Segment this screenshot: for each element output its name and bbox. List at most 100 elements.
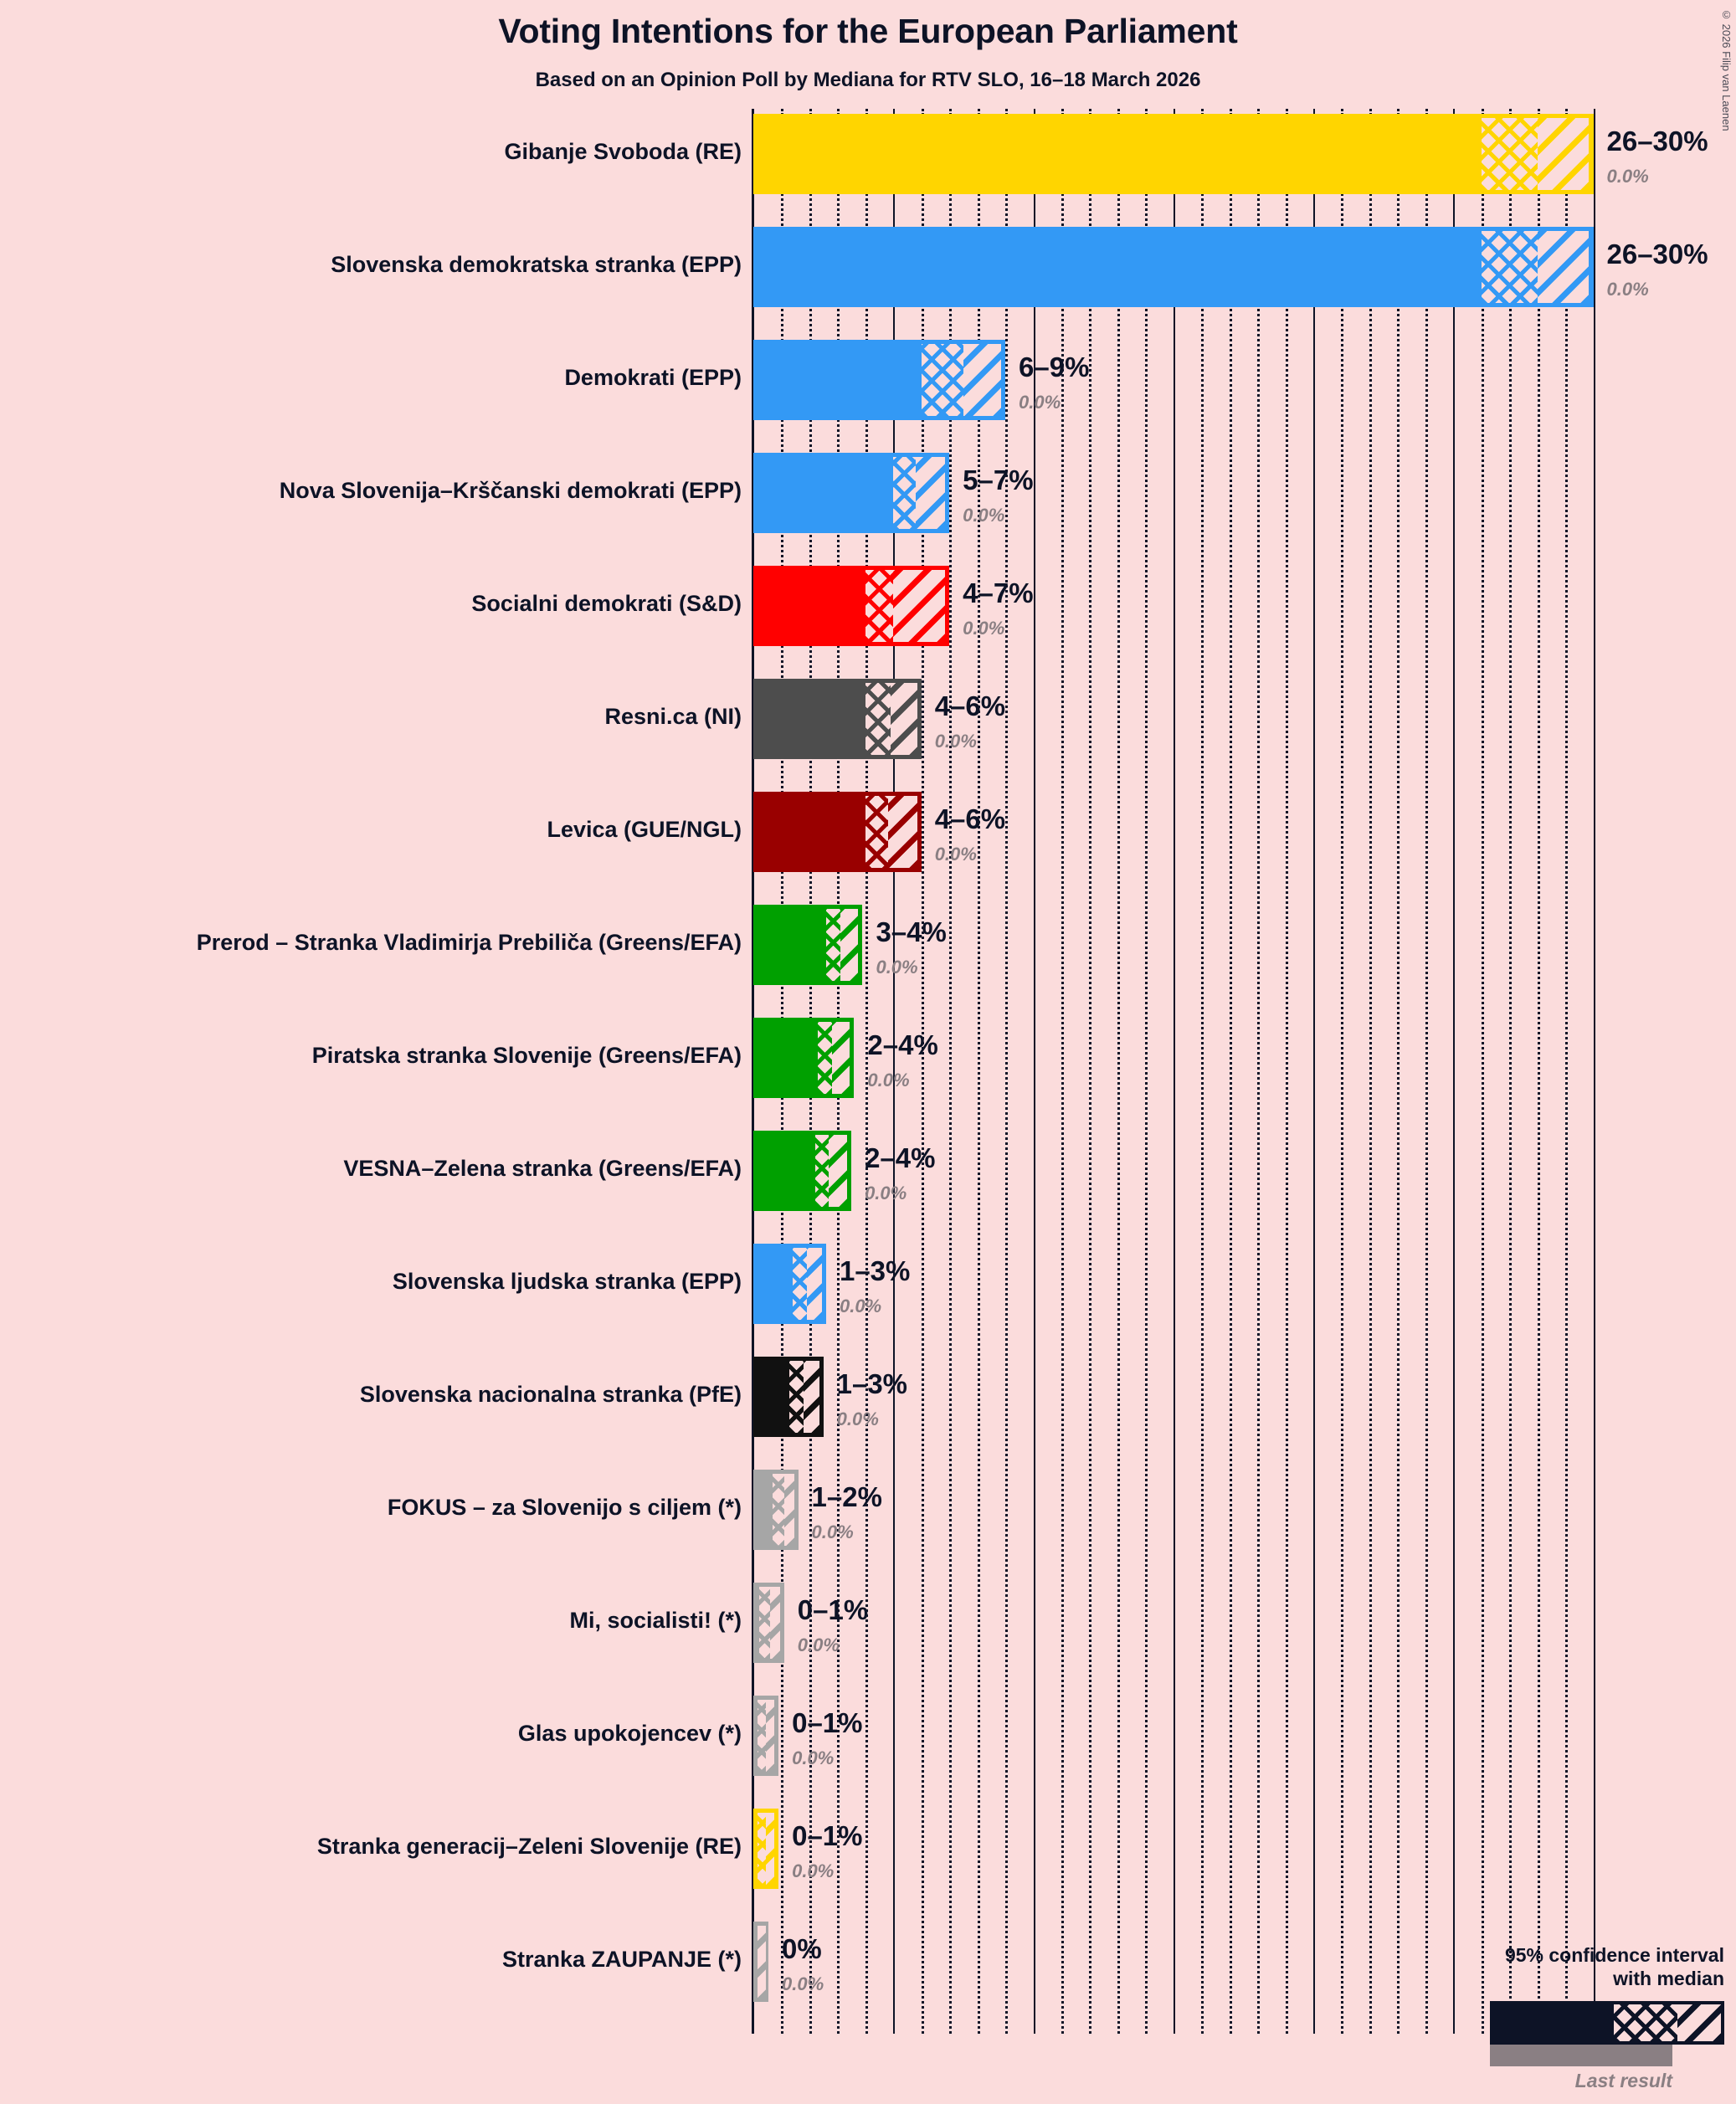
- bar-last-result-value: 0.0%: [792, 1747, 835, 1768]
- gridline-minor: [1005, 109, 1009, 2034]
- bar-hatch-segment: [829, 1135, 848, 1207]
- confidence-interval-bar: [753, 679, 922, 759]
- legend-hatch-segment: [1677, 2004, 1721, 2041]
- confidence-interval-bar: [753, 1357, 824, 1437]
- bar-hatch-segment: [890, 683, 917, 755]
- bar-last-result-value: 0.0%: [934, 844, 977, 865]
- bar-crosshatch-segment: [921, 344, 963, 416]
- bar-last-result-value: 0.0%: [934, 731, 977, 752]
- bar-crosshatch-segment: [1481, 231, 1538, 303]
- bar-hatch-segment: [840, 909, 859, 981]
- bar-row: Prerod – Stranka Vladimirja Prebiliča (G…: [197, 905, 1595, 985]
- plot-area: Gibanje Svoboda (RE) 26–30% 0.0% Slovenska …: [197, 109, 1708, 2034]
- gridline-major: [1593, 109, 1595, 2034]
- party-label: Slovenska demokratska stranka (EPP): [331, 252, 742, 277]
- bar-range-value: 26–30%: [1606, 126, 1708, 157]
- bar-hatch-segment: [831, 1022, 850, 1094]
- bar-row: Demokrati (EPP) 6–9% 0.0%: [564, 340, 1595, 420]
- gridline-minor: [1565, 109, 1569, 2034]
- bar-row: Slovenska demokratska stranka (EPP) 26–30…: [331, 227, 1708, 307]
- gridline-major: [1033, 109, 1035, 2034]
- party-label: Prerod – Stranka Vladimirja Prebiliča (G…: [196, 930, 742, 955]
- gridline-minor: [1229, 109, 1232, 2034]
- gridline-minor: [1537, 109, 1540, 2034]
- legend-ci-swatch: [1490, 2001, 1724, 2045]
- bar-last-result-value: 0.0%: [1606, 166, 1649, 187]
- bar-range-value: 4–6%: [934, 803, 1006, 834]
- gridline-minor: [1089, 109, 1092, 2034]
- legend-line-2: with median: [1613, 1968, 1724, 1990]
- bar-last-result-value: 0.0%: [836, 1409, 879, 1429]
- bar-row: Resni.ca (NI) 4–6% 0.0%: [604, 679, 1595, 759]
- legend-last-result-swatch: [1490, 2045, 1672, 2066]
- copyright-notice: © 2026 Filip van Laenen: [1720, 8, 1733, 131]
- party-label: Piratska stranka Slovenije (Greens/EFA): [311, 1043, 742, 1068]
- bar-last-result-value: 0.0%: [792, 1860, 835, 1881]
- bar-range-value: 1–3%: [836, 1368, 908, 1399]
- party-label: Slovenska nacionalna stranka (PfE): [359, 1382, 742, 1407]
- bar-last-result-value: 0.0%: [782, 1973, 824, 1994]
- gridline-minor: [1257, 109, 1261, 2034]
- bar-crosshatch-segment: [865, 796, 888, 868]
- confidence-interval-bar: [753, 566, 950, 646]
- bar-hatch-segment: [758, 1926, 766, 1998]
- bar-last-result-value: 0.0%: [865, 1183, 907, 1203]
- confidence-interval-bar: [753, 1131, 852, 1211]
- confidence-interval-bar: [753, 1809, 779, 1889]
- bar-crosshatch-segment: [893, 457, 916, 529]
- bar-hatch-segment: [963, 344, 1002, 416]
- gridline-minor: [1201, 109, 1204, 2034]
- bar-hatch-segment: [804, 1361, 819, 1433]
- bar-row: Levica (GUE/NGL) 4–6% 0.0%: [547, 792, 1595, 872]
- bar-last-result-value: 0.0%: [963, 618, 1005, 639]
- party-label: Slovenska ljudska stranka (EPP): [392, 1269, 742, 1294]
- bar-range-value: 1–3%: [839, 1255, 911, 1286]
- party-label: VESNA–Zelena stranka (Greens/EFA): [343, 1156, 742, 1181]
- page-title: Voting Intentions for the European Parli…: [498, 12, 1238, 50]
- bar-range-value: 2–4%: [865, 1142, 936, 1173]
- bar-row: Piratska stranka Slovenije (Greens/EFA) 2…: [312, 1018, 1595, 1098]
- bar-last-result-value: 0.0%: [1019, 392, 1061, 413]
- bar-crosshatch-segment: [758, 1700, 767, 1772]
- gridline-minor: [1425, 109, 1428, 2034]
- bar-hatch-segment: [766, 1813, 775, 1885]
- bar-crosshatch-segment: [814, 1135, 829, 1207]
- bar-last-result-value: 0.0%: [867, 1070, 910, 1090]
- bar-range-value: 26–30%: [1606, 239, 1708, 269]
- bar-row: Gibanje Svoboda (RE) 26–30% 0.0%: [504, 114, 1708, 194]
- bar-crosshatch-segment: [1481, 118, 1538, 190]
- bar-last-result-value: 0.0%: [811, 1522, 854, 1542]
- bar-hatch-segment: [806, 1248, 822, 1320]
- confidence-interval-bar: [753, 340, 1006, 420]
- confidence-interval-bar: [753, 114, 1594, 194]
- bar-crosshatch-segment: [817, 1022, 832, 1094]
- bar-crosshatch-segment: [792, 1248, 807, 1320]
- bar-row: Socialni demokrati (S&D) 4–7% 0.0%: [471, 566, 1595, 646]
- party-label: Resni.ca (NI): [604, 704, 742, 729]
- y-axis-line: [752, 109, 754, 2034]
- confidence-interval-bar: [753, 1018, 855, 1098]
- gridline-minor: [921, 109, 924, 2034]
- bar-last-result-value: 0.0%: [963, 505, 1005, 526]
- gridline-minor: [1481, 109, 1484, 2034]
- bar-crosshatch-segment: [773, 1474, 784, 1546]
- bar-hatch-segment: [783, 1474, 794, 1546]
- bar-hatch-segment: [770, 1587, 780, 1659]
- bar-last-result-value: 0.0%: [1606, 279, 1649, 300]
- confidence-interval-bar: [753, 905, 863, 985]
- bar-crosshatch-segment: [825, 909, 840, 981]
- confidence-interval-bar: [753, 1583, 784, 1663]
- bar-last-result-value: 0.0%: [876, 957, 918, 978]
- bar-crosshatch-segment: [758, 1813, 768, 1885]
- bar-row: Glas upokojencev (*) 0–1% 0.0%: [518, 1696, 1595, 1776]
- bar-hatch-segment: [766, 1700, 775, 1772]
- bar-range-value: 2–4%: [867, 1029, 938, 1060]
- bar-last-result-value: 0.0%: [839, 1296, 882, 1316]
- bar-hatch-segment: [1537, 118, 1590, 190]
- bar-range-value: 6–9%: [1019, 352, 1090, 382]
- bar-row: FOKUS – za Slovenijo s ciljem (*) 1–2% 0.0…: [388, 1470, 1595, 1550]
- bar-range-value: 0–1%: [792, 1820, 863, 1851]
- gridline-minor: [1341, 109, 1344, 2034]
- gridline-minor: [1397, 109, 1400, 2034]
